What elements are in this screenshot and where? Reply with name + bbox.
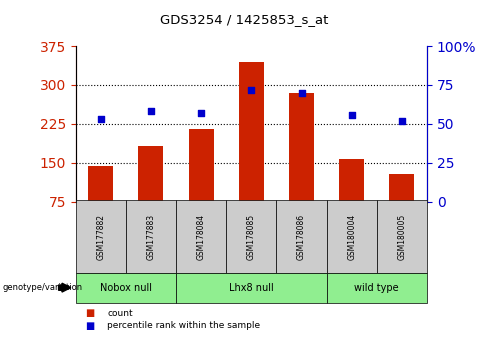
Bar [389,174,414,202]
Text: wild type: wild type [354,282,399,293]
Bar [289,93,314,202]
Text: Nobox null: Nobox null [100,282,152,293]
Bar [339,159,364,202]
Text: GSM180004: GSM180004 [347,214,356,260]
Text: GSM180005: GSM180005 [397,214,407,260]
Text: GSM178084: GSM178084 [197,214,205,260]
Point [247,87,255,92]
Point [147,109,155,114]
Text: GSM178086: GSM178086 [297,214,306,260]
Text: ■: ■ [85,308,95,318]
Point [348,112,356,118]
Text: ■: ■ [85,321,95,331]
Bar [88,166,113,202]
Bar [139,146,163,202]
Text: GDS3254 / 1425853_s_at: GDS3254 / 1425853_s_at [160,13,328,26]
Bar [239,62,264,202]
Text: percentile rank within the sample: percentile rank within the sample [107,321,261,330]
Point [398,118,406,124]
Text: Lhx8 null: Lhx8 null [229,282,274,293]
Text: count: count [107,309,133,318]
Point [298,90,305,96]
Text: GSM178085: GSM178085 [247,214,256,260]
Text: genotype/variation: genotype/variation [2,283,82,292]
Bar [188,129,214,202]
Text: GSM177882: GSM177882 [96,214,105,260]
Point [197,110,205,116]
Point [97,116,104,122]
Text: GSM177883: GSM177883 [146,214,156,260]
